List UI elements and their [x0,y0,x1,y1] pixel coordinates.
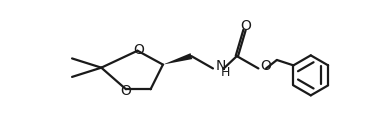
Polygon shape [163,53,192,65]
Text: O: O [121,84,131,98]
Text: O: O [241,19,252,33]
Text: O: O [134,43,144,57]
Text: H: H [221,66,230,79]
Text: N: N [216,59,227,73]
Text: O: O [260,59,271,73]
